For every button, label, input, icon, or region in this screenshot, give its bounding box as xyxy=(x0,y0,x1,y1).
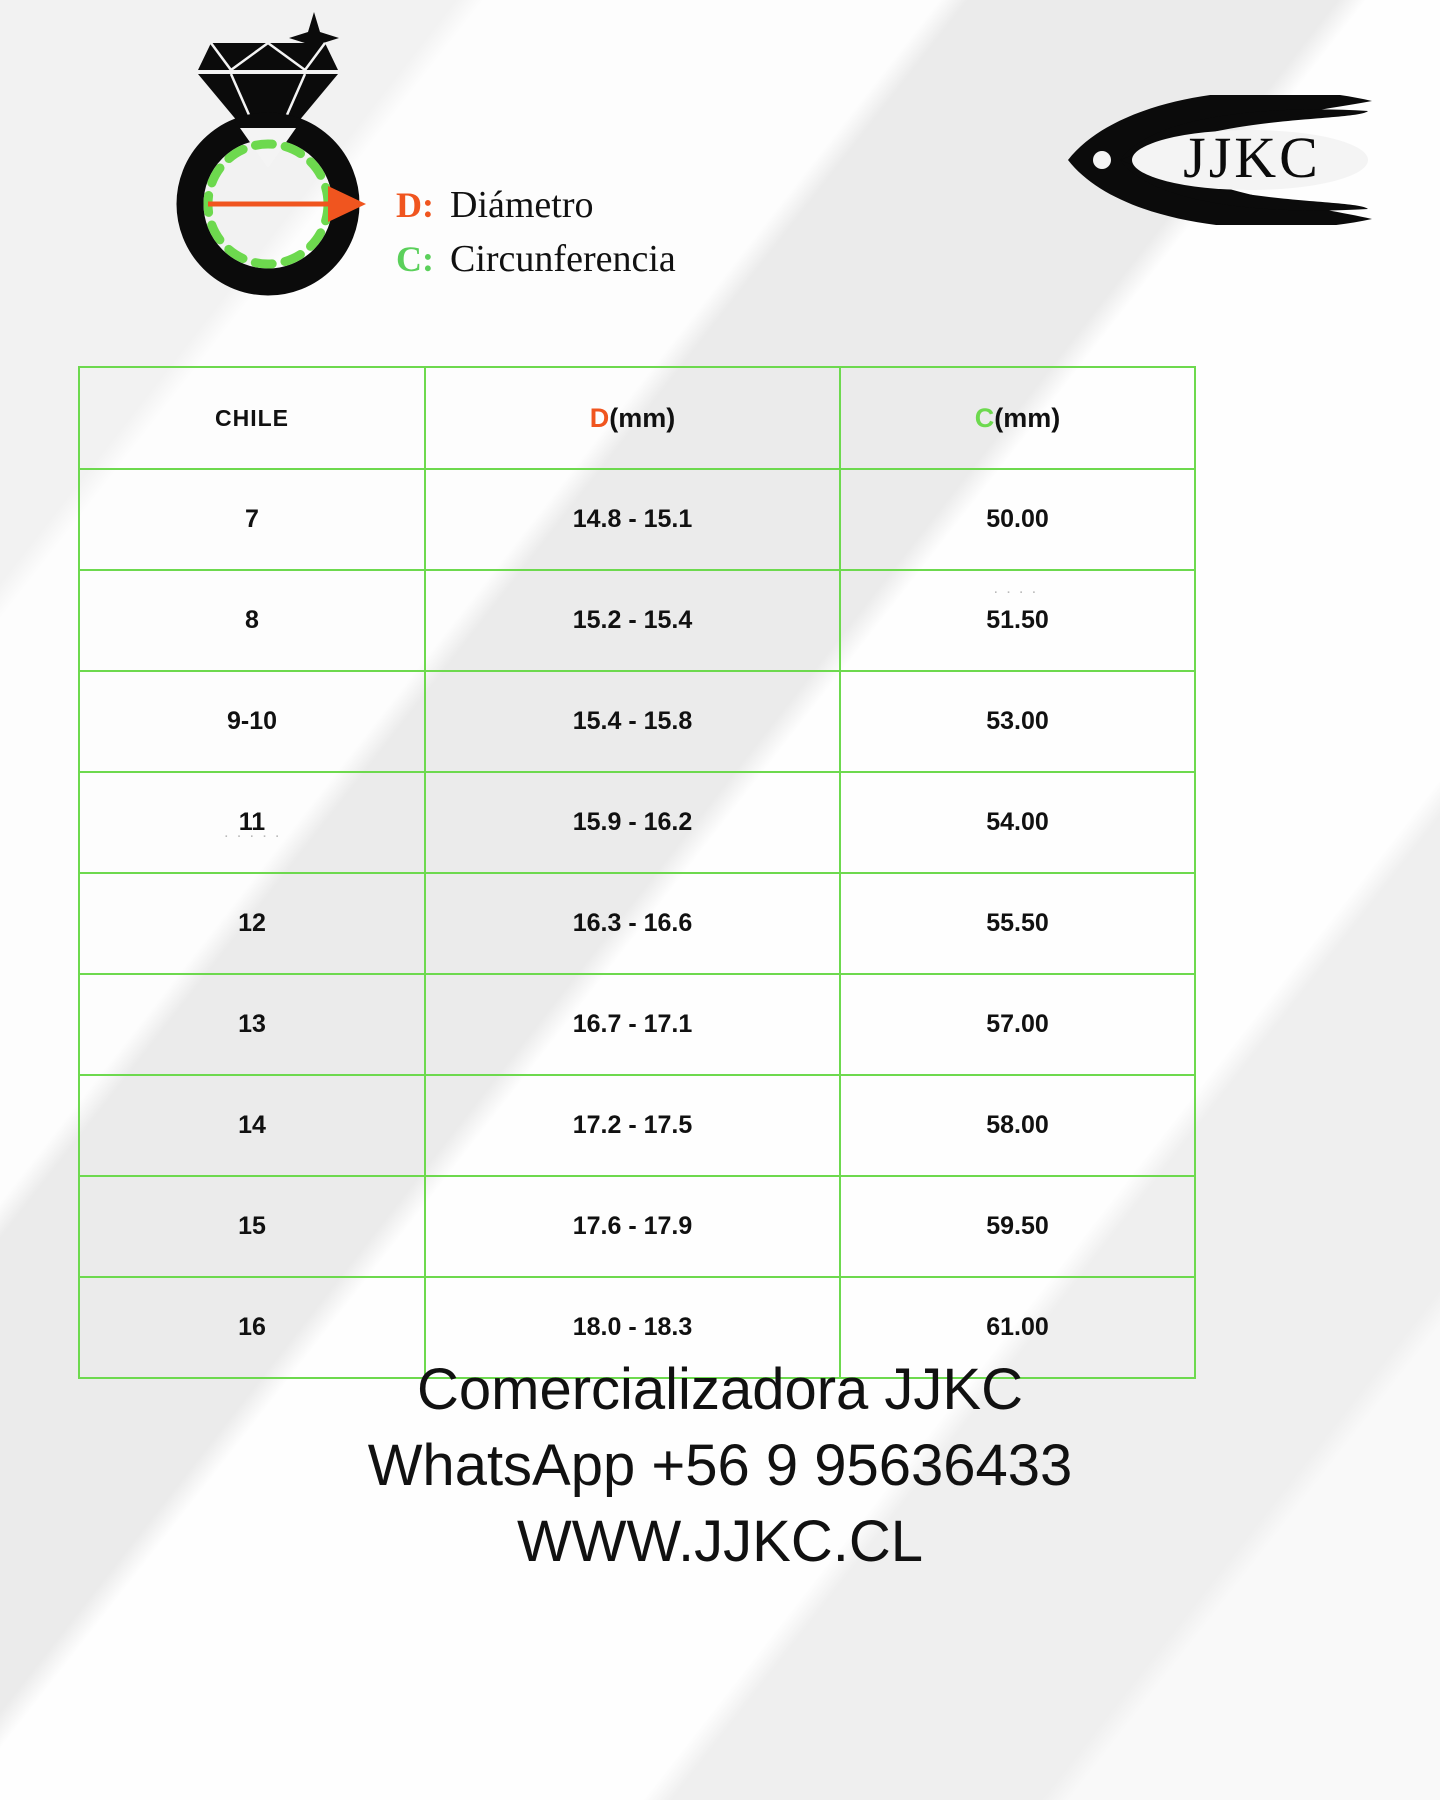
table-row: 12 16.3 - 16.6 55.50 xyxy=(78,872,1196,975)
cell-circumference: 50.00 xyxy=(839,468,1196,571)
table-row: 7 14.8 - 15.1 50.00 xyxy=(78,468,1196,571)
cell-chile-value: 11 xyxy=(238,808,266,836)
column-header-circumference: C(mm) xyxy=(839,366,1196,470)
cell-diameter: 17.6 - 17.9 xyxy=(424,1175,841,1278)
cell-chile: 11 · · · · · xyxy=(78,771,426,874)
scan-artifact: · · · · xyxy=(994,587,1040,599)
cell-diameter: 15.4 - 15.8 xyxy=(424,670,841,773)
table-row: 16 18.0 - 18.3 61.00 xyxy=(78,1276,1196,1379)
brand-logo: JJKC xyxy=(1060,90,1380,229)
column-header-circumference-prefix: C xyxy=(974,402,995,433)
cell-chile: 16 xyxy=(78,1276,426,1379)
column-header-diameter-prefix: D xyxy=(589,402,610,433)
legend-key-diameter: D: xyxy=(396,185,434,225)
table-row: 13 16.7 - 17.1 57.00 xyxy=(78,973,1196,1076)
table-body: 7 14.8 - 15.1 50.00 8 15.2 - 15.4 · · · … xyxy=(78,468,1196,1379)
cell-circumference: 57.00 xyxy=(839,973,1196,1076)
column-header-diameter-unit: (mm) xyxy=(609,402,676,433)
footer-whatsapp[interactable]: WhatsApp +56 9 95636433 xyxy=(367,1432,1073,1498)
cell-diameter: 15.9 - 16.2 xyxy=(424,771,841,874)
table-row: 15 17.6 - 17.9 59.50 xyxy=(78,1175,1196,1278)
cell-chile: 13 xyxy=(78,973,426,1076)
legend: D: Diámetro C: Circunferencia xyxy=(396,186,676,294)
footer-company-name: Comercializadora JJKC xyxy=(417,1357,1023,1422)
cell-chile: 7 xyxy=(78,468,426,571)
table-row: 11 · · · · · 15.9 - 16.2 54.00 xyxy=(78,771,1196,874)
table-row: 14 17.2 - 17.5 58.00 xyxy=(78,1074,1196,1177)
jjkc-fish-logo-icon: JJKC xyxy=(1068,90,1372,229)
column-header-diameter: D(mm) xyxy=(424,366,841,470)
cell-circumference: 55.50 xyxy=(839,872,1196,975)
cell-chile: 14 xyxy=(78,1074,426,1177)
footer: Comercializadora JJKC WhatsApp +56 9 956… xyxy=(0,1352,1440,1580)
table-row: 8 15.2 - 15.4 · · · · 51.50 xyxy=(78,569,1196,672)
legend-label-diameter: Diámetro xyxy=(450,184,594,226)
column-header-circumference-unit: (mm) xyxy=(994,402,1061,433)
cell-chile: 9-10 xyxy=(78,670,426,773)
legend-row-diameter: D: Diámetro xyxy=(396,186,676,224)
cell-chile: 15 xyxy=(78,1175,426,1278)
ring-size-table: CHILE D(mm) C(mm) 7 14.8 - 15.1 50.00 8 … xyxy=(78,366,1196,1379)
cell-circumference: · · · · 51.50 xyxy=(839,569,1196,672)
cell-circumference: 58.00 xyxy=(839,1074,1196,1177)
diamond-ring-illustration xyxy=(118,8,418,308)
legend-key-circumference: C: xyxy=(396,239,434,279)
cell-diameter: 18.0 - 18.3 xyxy=(424,1276,841,1379)
cell-circumference-value: 51.50 xyxy=(986,606,1049,634)
cell-diameter: 16.3 - 16.6 xyxy=(424,872,841,975)
footer-website[interactable]: WWW.JJKC.CL xyxy=(517,1508,923,1574)
cell-chile: 8 xyxy=(78,569,426,672)
legend-row-circumference: C: Circunferencia xyxy=(396,240,676,278)
cell-circumference: 59.50 xyxy=(839,1175,1196,1278)
header: D: Diámetro C: Circunferencia xyxy=(0,0,1440,360)
cell-circumference: 54.00 xyxy=(839,771,1196,874)
cell-diameter: 14.8 - 15.1 xyxy=(424,468,841,571)
column-header-chile: CHILE xyxy=(78,366,426,470)
logo-text: JJKC xyxy=(1183,125,1321,190)
cell-circumference: 61.00 xyxy=(839,1276,1196,1379)
table-header-row: CHILE D(mm) C(mm) xyxy=(78,366,1196,470)
legend-label-circumference: Circunferencia xyxy=(450,238,676,280)
cell-diameter: 17.2 - 17.5 xyxy=(424,1074,841,1177)
cell-diameter: 16.7 - 17.1 xyxy=(424,973,841,1076)
ring-diagram-icon xyxy=(176,12,366,296)
table-row: 9-10 15.4 - 15.8 53.00 xyxy=(78,670,1196,773)
cell-circumference: 53.00 xyxy=(839,670,1196,773)
cell-chile: 12 xyxy=(78,872,426,975)
table-head: CHILE D(mm) C(mm) xyxy=(78,366,1196,470)
cell-diameter: 15.2 - 15.4 xyxy=(424,569,841,672)
